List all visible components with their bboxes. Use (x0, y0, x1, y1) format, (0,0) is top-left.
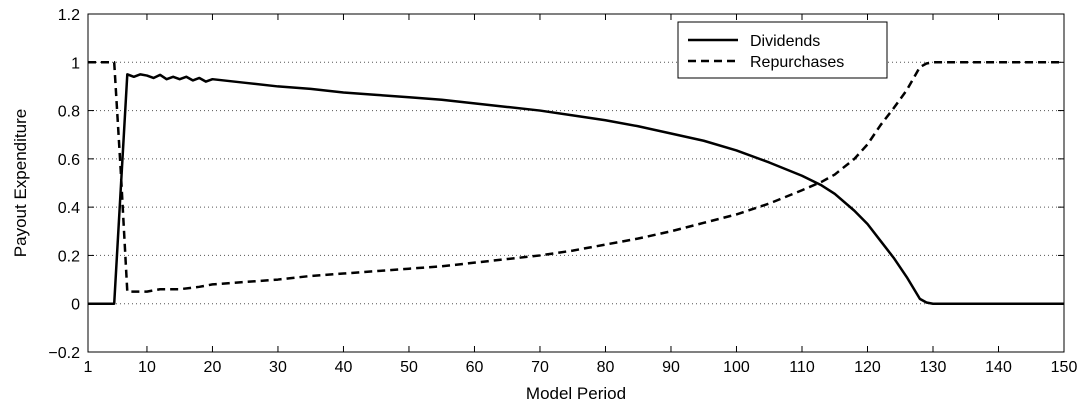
x-tick-label-7: 70 (531, 359, 549, 376)
x-tick-label-9: 90 (662, 359, 680, 376)
x-tick-label-1: 10 (138, 359, 156, 376)
x-tick-label-8: 80 (597, 359, 615, 376)
plot-frame (87, 13, 1065, 353)
legend-label-dividends: Dividends (750, 33, 820, 50)
legend-box (677, 21, 888, 79)
y-tick-label-0: −0.2 (48, 345, 80, 362)
y-axis-title: Payout Expenditure (11, 109, 30, 257)
legend-label-repurchases: Repurchases (750, 54, 844, 71)
y-tick-label-6: 1 (71, 55, 80, 72)
y-tick-label-7: 1.2 (58, 7, 80, 24)
x-tick-label-3: 30 (269, 359, 287, 376)
y-tick-label-2: 0.2 (58, 248, 80, 265)
series-line-repurchases (88, 61, 1064, 293)
y-tick-label-4: 0.6 (58, 152, 80, 169)
axis-ticks (87, 13, 1065, 353)
series-line-dividends (88, 73, 1064, 305)
x-tick-label-4: 40 (335, 359, 353, 376)
x-tick-label-13: 130 (920, 359, 947, 376)
plot-area (88, 14, 1064, 352)
x-tick-label-11: 110 (789, 359, 815, 376)
x-tick-label-6: 60 (466, 359, 484, 376)
y-tick-label-3: 0.4 (58, 200, 80, 217)
x-tick-label-14: 140 (985, 359, 1012, 376)
x-tick-label-10: 100 (723, 359, 750, 376)
x-tick-label-0: 1 (84, 359, 93, 376)
x-tick-labels: 1 10 20 30 40 50 60 70 80 90 100 110 120 130 140 150 (84, 359, 1078, 376)
y-tick-labels: −0.2 0 0.2 0.4 0.6 0.8 1 1.2 (48, 7, 80, 362)
series-layer (88, 61, 1064, 305)
x-tick-label-5: 50 (400, 359, 418, 376)
y-tick-label-1: 0 (71, 297, 80, 314)
gridlines (88, 61, 1064, 305)
x-tick-label-15: 150 (1051, 359, 1078, 376)
x-tick-label-12: 120 (854, 359, 881, 376)
x-axis-title: Model Period (526, 384, 626, 403)
y-tick-label-5: 0.8 (58, 104, 80, 121)
x-tick-label-2: 20 (204, 359, 222, 376)
legend: Dividends Repurchases (677, 21, 888, 79)
